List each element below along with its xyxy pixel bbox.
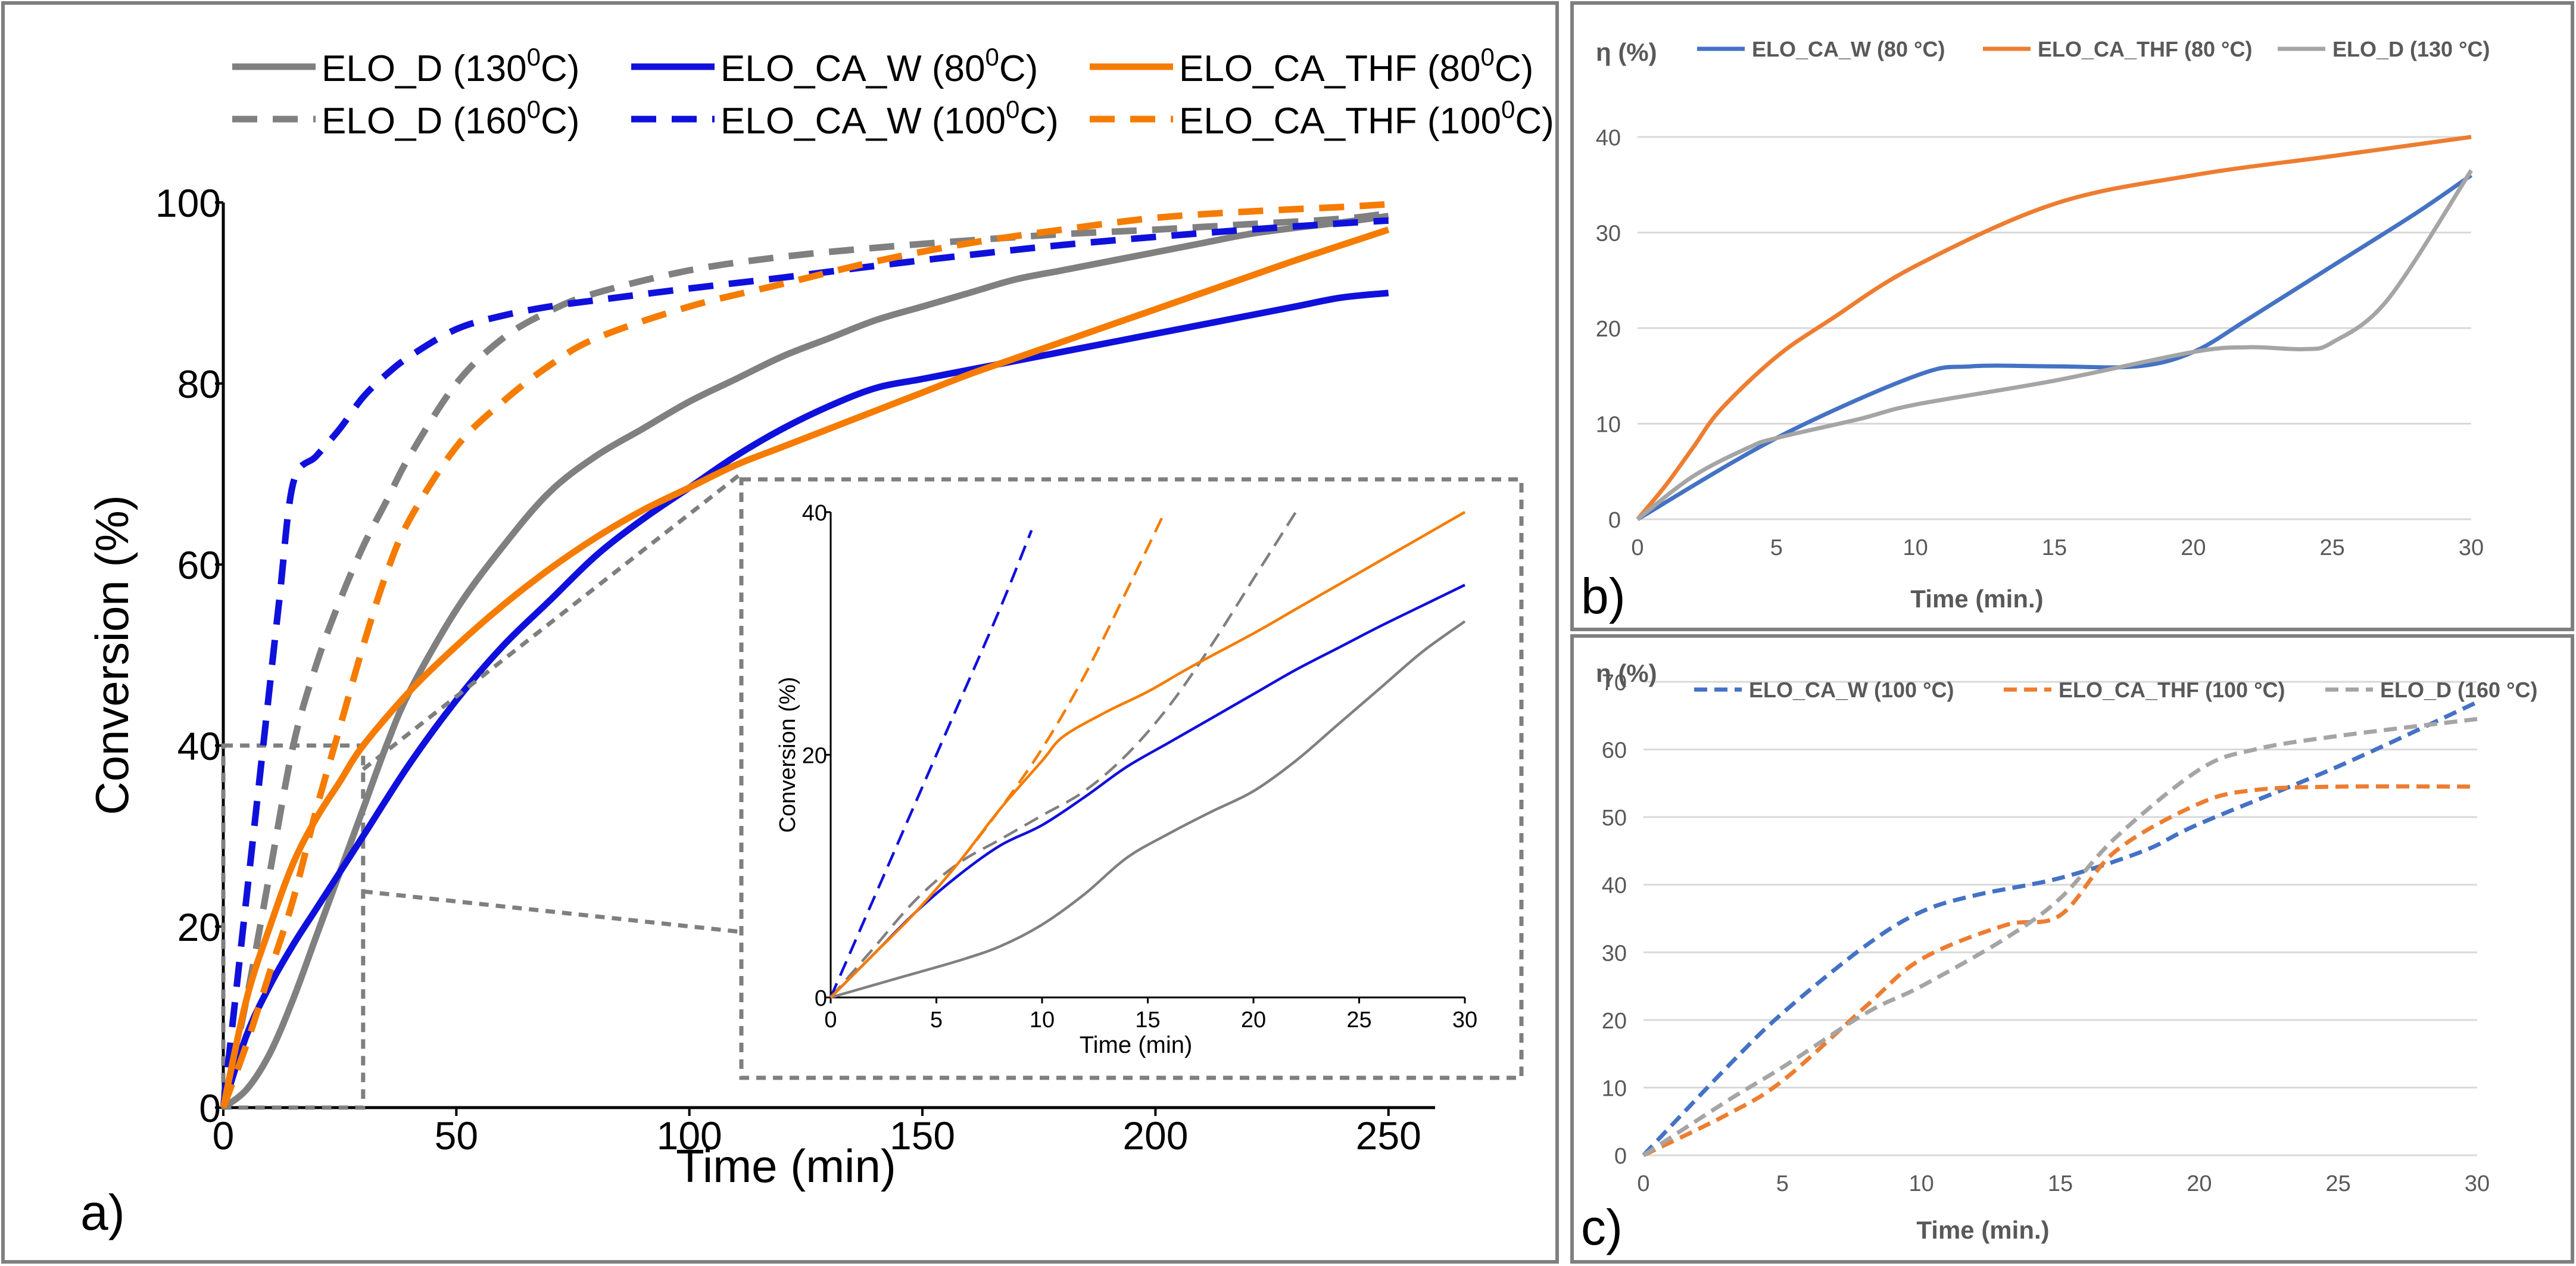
a-x-tick-label: 100 <box>657 1114 722 1158</box>
c-y-tick-label: 50 <box>1602 806 1627 831</box>
a-x-tick-label: 50 <box>435 1114 478 1158</box>
a-inset-series-elo-ca-thf-100-c <box>829 512 1166 999</box>
b-x-axis-title: Time (min.) <box>1910 585 2043 613</box>
a-inset-series-elo-d-160-c <box>829 511 1297 999</box>
c-legend-label-elo-ca-thf-100-c: ELO_CA_THF (100 °C) <box>2059 678 2285 702</box>
c-y-tick-label: 70 <box>1602 671 1627 696</box>
a-inset-frame <box>739 477 1524 1080</box>
a-legend-label-elo-ca-w-100-c: ELO_CA_W (1000C) <box>721 95 1059 142</box>
b-x-tick-label: 5 <box>1770 535 1783 560</box>
c-legend-label-elo-d-160-c: ELO_D (160 °C) <box>2380 678 2537 702</box>
a-legend-label-elo-ca-thf-80-c: ELO_CA_THF (800C) <box>1179 43 1533 89</box>
c-y-tick-label: 20 <box>1602 1009 1627 1034</box>
panel-b: 0 10 20 30 40 0 5 10 15 20 25 30 η (%) Time (min.) ELO… <box>1596 37 2490 613</box>
b-series-elo-d-130-c <box>1636 169 2473 521</box>
panel-a-label: a) <box>80 1184 125 1240</box>
a-x-tick-label: 200 <box>1122 1114 1188 1158</box>
b-axis-unit-title: η (%) <box>1596 38 1657 66</box>
a-inset-y-tick-label: 40 <box>802 501 827 526</box>
a-y-tick-label: 100 <box>155 181 221 225</box>
a-inset-background <box>741 479 1521 1078</box>
a-y-tick-label: 20 <box>177 905 221 949</box>
c-x-tick-label: 15 <box>2048 1171 2073 1196</box>
c-axis-unit-title: η (%) <box>1596 659 1657 687</box>
c-x-tick-label: 25 <box>2326 1171 2351 1196</box>
a-x-axis-title: Time (min) <box>676 1140 896 1192</box>
c-x-tick-label: 30 <box>2465 1171 2490 1196</box>
c-series-elo-ca-thf-100-c <box>1642 784 2478 1158</box>
a-x-tick-label: 150 <box>890 1114 955 1158</box>
a-zoom-connector-lower <box>363 889 742 934</box>
c-y-tick-label: 10 <box>1602 1076 1627 1101</box>
c-series-elo-ca-w-100-c <box>1642 700 2478 1157</box>
panel-c: 0 10 20 30 40 50 60 70 0 5 10 15 20 25 30 η (%) Time (mi… <box>1596 659 2537 1244</box>
a-zoom-connector-upper <box>361 472 743 771</box>
b-series-elo-ca-thf-80-c <box>1636 135 2472 521</box>
c-legend-label-elo-ca-w-100-c: ELO_CA_W (100 °C) <box>1749 678 1954 702</box>
c-x-tick-label: 0 <box>1637 1171 1649 1196</box>
c-y-tick-label: 0 <box>1614 1144 1627 1169</box>
a-inset-y-tick-label: 0 <box>815 986 827 1011</box>
c-x-tick-label: 20 <box>2187 1171 2212 1196</box>
a-inset-x-tick-label: 0 <box>824 1008 837 1033</box>
a-inset-series-elo-ca-thf-80-c <box>829 511 1466 999</box>
a-inset-x-tick-label: 5 <box>930 1008 943 1033</box>
panel-b-frame <box>1570 1 2574 631</box>
a-y-tick-label: 60 <box>177 543 221 587</box>
a-inset-x-tick-label: 30 <box>1452 1008 1477 1033</box>
a-y-tick-label: 0 <box>199 1086 221 1130</box>
a-x-tick-label: 0 <box>213 1114 235 1158</box>
c-x-tick-label: 10 <box>1909 1171 1934 1196</box>
b-x-tick-label: 20 <box>2181 535 2206 560</box>
b-x-tick-label: 25 <box>2320 535 2345 560</box>
a-inset-y-tick-label: 20 <box>802 744 827 769</box>
c-x-axis-title: Time (min.) <box>1916 1216 2049 1244</box>
b-legend-label-elo-ca-thf-80-c: ELO_CA_THF (80 °C) <box>2038 37 2252 61</box>
c-y-tick-label: 40 <box>1602 874 1627 899</box>
a-legend-label-elo-ca-thf-100-c: ELO_CA_THF (1000C) <box>1179 95 1554 142</box>
a-inset-y-axis-title: Conversion (%) <box>775 677 800 833</box>
b-y-tick-label: 0 <box>1608 508 1621 533</box>
b-y-tick-label: 30 <box>1596 222 1621 247</box>
a-legend-label-elo-d-160-c: ELO_D (1600C) <box>322 95 579 142</box>
a-y-axis-title: Conversion (%) <box>86 495 138 815</box>
b-y-tick-label: 40 <box>1596 126 1621 151</box>
a-y-tick-label: 80 <box>177 362 221 406</box>
b-x-tick-label: 30 <box>2459 535 2484 560</box>
c-y-tick-label: 60 <box>1602 738 1627 763</box>
c-y-tick-label: 30 <box>1602 941 1627 966</box>
b-y-tick-label: 10 <box>1596 413 1621 438</box>
panel-a-frame <box>1 1 1559 1264</box>
a-legend-label-elo-ca-w-80-c: ELO_CA_W (800C) <box>721 43 1038 89</box>
b-legend-label-elo-d-130-c: ELO_D (130 °C) <box>2332 37 2490 61</box>
a-legend-label-elo-d-130-c: ELO_D (1300C) <box>322 43 579 89</box>
a-inset-x-tick-label: 25 <box>1346 1008 1371 1033</box>
a-inset-series-elo-d-130-c <box>830 620 1466 999</box>
b-y-tick-label: 20 <box>1596 317 1621 342</box>
a-inset-x-axis-title: Time (min) <box>1080 1032 1193 1058</box>
b-x-tick-label: 15 <box>2042 535 2067 560</box>
b-legend-label-elo-ca-w-80-c: ELO_CA_W (80 °C) <box>1752 37 1945 61</box>
panel-b-label: b) <box>1581 568 1626 624</box>
a-series-elo-ca-w-100-c <box>220 217 1389 1108</box>
b-x-tick-label: 0 <box>1631 535 1643 560</box>
a-series-elo-ca-thf-100-c <box>220 201 1389 1109</box>
a-inset-x-tick-label: 20 <box>1241 1008 1266 1033</box>
a-inset-x-tick-label: 15 <box>1135 1008 1160 1033</box>
a-series-elo-d-160-c <box>220 210 1389 1109</box>
panel-c-frame <box>1570 634 2574 1264</box>
panel-c-label: c) <box>1581 1199 1623 1255</box>
c-series-elo-d-160-c <box>1642 717 2478 1157</box>
a-x-tick-label: 250 <box>1356 1114 1421 1158</box>
c-x-tick-label: 5 <box>1776 1171 1789 1196</box>
b-x-tick-label: 10 <box>1903 535 1928 560</box>
a-series-elo-ca-thf-80-c <box>220 226 1390 1109</box>
a-inset-x-tick-label: 10 <box>1030 1008 1055 1033</box>
a-y-tick-label: 40 <box>177 724 221 768</box>
